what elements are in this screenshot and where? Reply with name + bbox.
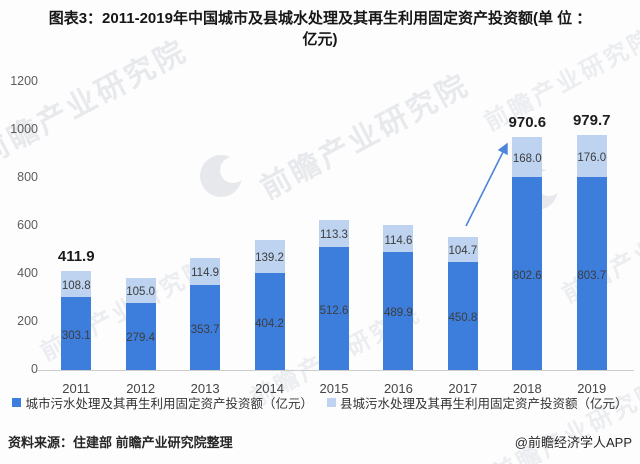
bar-group: 303.1 108.8 411.9 2011: [44, 0, 108, 396]
bar-segment-city: [383, 252, 414, 370]
bar-group: 450.8 104.7 2017: [431, 0, 495, 396]
bar-segment-county: [318, 219, 349, 247]
bar-total-label: 970.6: [508, 114, 547, 132]
y-tick-label: 200: [17, 314, 38, 328]
chart-title-line1: 图表3：2011-2019年中国城市及县城水处理及其再生利用固定资产投资额(单 …: [48, 10, 592, 27]
x-tick-label: 2019: [577, 381, 607, 396]
bar-value-label-city: 489.9: [384, 307, 413, 320]
bar-value-label-city: 803.7: [577, 269, 607, 282]
bar-group: 353.7 114.9 2013: [173, 0, 237, 396]
legend-label-county: 县城污水处理及其再生利用固定资产投资额（亿元）: [340, 397, 628, 411]
footer: 资料来源：住建部 前瞻产业研究院整理 @前瞻经济学人APP: [8, 432, 632, 451]
legend: 城市污水处理及其再生利用固定资产投资额（亿元） 县城污水处理及其再生利用固定资产…: [0, 393, 640, 412]
bar-segment-county: [254, 239, 285, 273]
bar-value-label-city: 450.8: [448, 311, 478, 324]
bar-value-label-city: 512.6: [319, 304, 349, 317]
bar-value-label-city: 802.6: [512, 269, 542, 282]
x-tick-label: 2017: [448, 381, 478, 396]
legend-swatch-city: [12, 398, 22, 407]
credit-note: @前瞻经济学人APP: [514, 435, 632, 450]
bar-segment-county: [125, 277, 156, 303]
source-note: 资料来源：住建部 前瞻产业研究院整理: [8, 435, 233, 450]
bar-segment-city: [254, 273, 285, 370]
legend-swatch-county: [327, 398, 336, 407]
bar-segment-city: [576, 177, 607, 370]
x-tick-label: 2015: [319, 381, 349, 396]
bar-value-label-county: 104.7: [448, 245, 478, 258]
bars-area: 303.1 108.8 411.9 2011 279.4 105.0 2012 353.7 11…: [44, 0, 624, 396]
bar-group: 404.2 139.2 2014: [237, 0, 301, 396]
bar-segment-county: [383, 224, 414, 253]
bar-value-label-county: 114.9: [191, 267, 220, 280]
bar-segment-county: [61, 271, 92, 298]
y-tick-label: 800: [17, 170, 38, 184]
bar-total-label: 979.7: [572, 111, 611, 129]
bar-value-label-county: 108.8: [61, 280, 91, 293]
bar-value-label-city: 353.7: [190, 323, 220, 336]
bar-value-label-county: 105.0: [126, 286, 156, 299]
y-tick-label: 1000: [10, 122, 38, 136]
bar-segment-city: [190, 285, 221, 370]
bar-group: 512.6 113.3 2015: [302, 0, 366, 396]
x-tick-label: 2014: [255, 381, 284, 396]
legend-label-city: 城市污水处理及其再生利用固定资产投资额（亿元）: [25, 397, 313, 411]
legend-item-city: 城市污水处理及其再生利用固定资产投资额（亿元）: [12, 393, 313, 412]
y-tick-label: 600: [17, 218, 38, 232]
y-tick-label: 400: [17, 266, 38, 280]
x-tick-label: 2016: [383, 381, 413, 396]
bar-total-label: 411.9: [57, 248, 95, 266]
bar-segment-city: [61, 297, 92, 370]
bar-group: 279.4 105.0 2012: [108, 0, 172, 396]
bar-segment-county: [190, 257, 221, 286]
bar-group: 802.6 168.0 970.6 2018: [495, 0, 559, 396]
chart-title: 图表3：2011-2019年中国城市及县城水处理及其再生利用固定资产投资额(单 …: [0, 8, 640, 50]
bar-segment-county: [576, 134, 607, 178]
bar-value-label-county: 139.2: [255, 252, 284, 265]
bar-segment-city: [447, 261, 478, 370]
bar-value-label-county: 114.6: [384, 234, 413, 247]
bar-value-label-city: 404.2: [255, 317, 284, 330]
bar-value-label-county: 113.3: [320, 229, 348, 242]
bar-segment-county: [447, 236, 478, 262]
bar-segment-city: [318, 246, 349, 370]
bar-segment-city: [512, 177, 543, 370]
x-tick-label: 2013: [190, 381, 220, 396]
bar-value-label-county: 176.0: [577, 152, 607, 164]
bar-group: 489.9 114.6 2016: [366, 0, 430, 396]
y-tick-label: 1200: [10, 74, 38, 88]
x-axis-line: [38, 370, 634, 371]
x-tick-label: 2012: [126, 381, 156, 396]
y-tick-label: 0: [31, 362, 38, 376]
bar-value-label-county: 168.0: [512, 153, 542, 166]
x-tick-label: 2018: [512, 381, 542, 396]
bar-segment-city: [125, 302, 156, 370]
chart-title-line2: 亿元): [302, 31, 338, 48]
legend-item-county: 县城污水处理及其再生利用固定资产投资额（亿元）: [327, 393, 628, 412]
bar-value-label-city: 279.4: [126, 332, 156, 345]
bar-value-label-city: 303.1: [61, 329, 91, 342]
x-tick-label: 2011: [62, 381, 91, 396]
bar-group: 803.7 176.0 979.7 2019: [560, 0, 624, 396]
